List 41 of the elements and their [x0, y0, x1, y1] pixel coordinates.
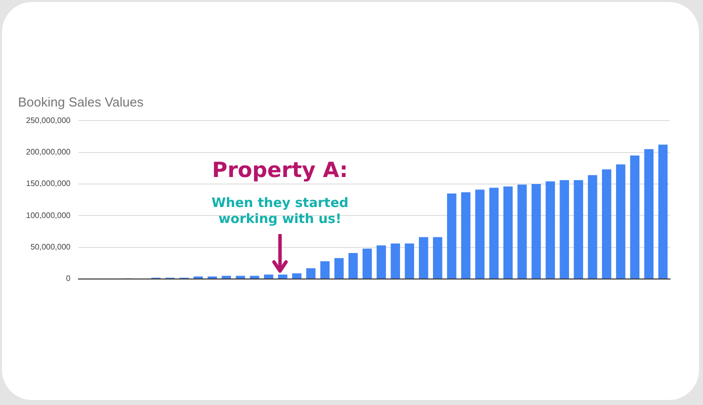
- bar: [278, 274, 288, 278]
- bar: [532, 184, 541, 278]
- bar: [630, 155, 640, 278]
- bar: [658, 144, 668, 278]
- y-tick-label: 50,000,000: [30, 242, 72, 252]
- bar: [644, 149, 654, 278]
- bar: [320, 261, 330, 278]
- bar: [418, 237, 428, 278]
- bar: [292, 273, 302, 278]
- bar: [306, 268, 316, 278]
- annotation: When they started working with us!: [210, 196, 350, 228]
- bar: [264, 274, 274, 278]
- bar: [447, 193, 456, 278]
- bar: [616, 164, 626, 278]
- bar: [560, 180, 570, 278]
- bar: [461, 192, 470, 278]
- bar: [489, 188, 499, 278]
- bar: [362, 248, 372, 278]
- bar: [517, 184, 527, 278]
- annotation: Property A:: [211, 158, 349, 182]
- bar: [334, 258, 344, 278]
- y-tick-label: 0: [66, 274, 72, 284]
- y-tick-label: 200,000,000: [26, 147, 72, 156]
- bar: [376, 245, 386, 278]
- bar: [574, 180, 584, 278]
- y-tick-label: 250,000,000: [26, 116, 72, 125]
- bar: [602, 169, 612, 278]
- bar: [588, 175, 598, 278]
- bar: [475, 190, 485, 278]
- y-tick-label: 100,000,000: [26, 210, 72, 220]
- bar: [222, 276, 232, 278]
- bar: [432, 237, 442, 278]
- bar: [236, 276, 246, 278]
- bar: [250, 276, 260, 278]
- bar: [546, 181, 555, 278]
- bar: [390, 244, 400, 278]
- y-tick-label: 150,000,000: [26, 179, 72, 188]
- chart-title: Booking Sales Values: [18, 94, 144, 110]
- bar: [404, 244, 414, 278]
- bar: [348, 253, 358, 278]
- bar: [503, 186, 513, 278]
